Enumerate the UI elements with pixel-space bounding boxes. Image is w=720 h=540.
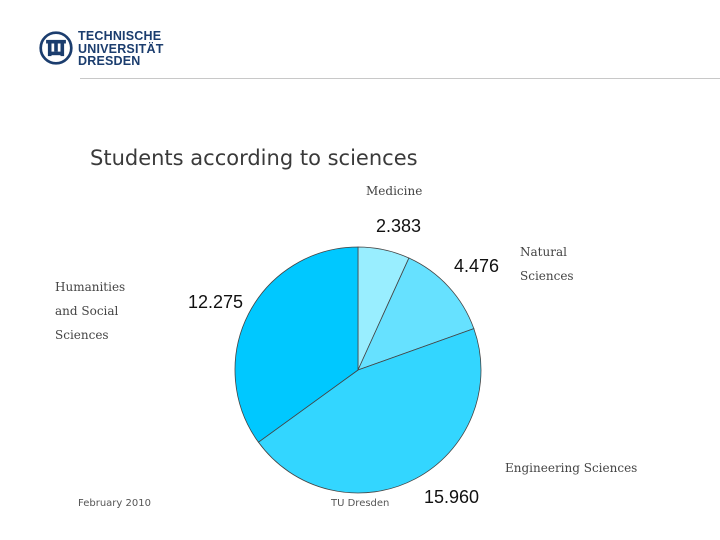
university-name-line-1: TECHNISCHE (78, 29, 162, 43)
university-name: TECHNISCHE UNIVERSITÄT DRESDEN (78, 30, 164, 68)
value-label-medicine: 2.383 (376, 216, 422, 236)
value-label-engineering: 15.960 (424, 487, 480, 507)
tu-dresden-logo-icon (39, 31, 73, 65)
label-medicine: Medicine (366, 184, 423, 198)
slide-title: Students according to sciences (90, 146, 418, 170)
university-name-line-2: UNIVERSITÄT (78, 41, 164, 56)
label-humanities-line-1: Humanities (55, 280, 126, 294)
label-engineering: Engineering Sciences (505, 461, 638, 475)
label-humanities-line-2: and Social (55, 304, 119, 318)
pie-slice-engineering-sciences (257, 328, 482, 494)
label-natural-line-2: Sciences (520, 269, 574, 283)
label-humanities-line-3: Sciences (55, 328, 109, 342)
university-name-line-3: DRESDEN (78, 54, 141, 68)
label-natural-sciences: Natural Sciences (520, 240, 574, 288)
label-natural-line-1: Natural (520, 245, 567, 259)
pie-slice-humanities-and-social-sciences (234, 246, 359, 443)
value-label-natural-sciences: 4.476 (454, 256, 500, 276)
pie-slice-natural-sciences (357, 257, 475, 371)
header-divider (80, 78, 720, 79)
label-humanities: Humanities and Social Sciences (55, 275, 125, 347)
footer-date: February 2010 (78, 498, 151, 509)
footer-org: TU Dresden (331, 498, 390, 509)
value-label-humanities: 12.275 (188, 292, 244, 312)
